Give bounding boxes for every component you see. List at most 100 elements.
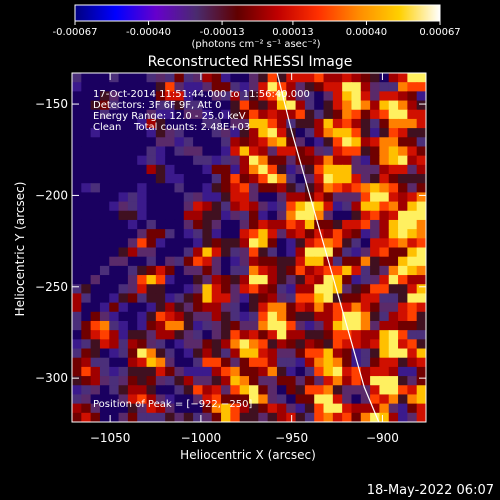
heatmap-cell <box>183 330 194 340</box>
heatmap-cell <box>379 256 390 267</box>
heatmap-cell <box>249 118 259 129</box>
heatmap-cell <box>286 128 297 138</box>
heatmap-cell <box>202 146 213 157</box>
heatmap-cell <box>276 284 287 295</box>
heatmap-cell <box>127 201 138 212</box>
heatmap-cell <box>99 164 110 175</box>
heatmap-cell <box>379 330 390 340</box>
heatmap-cell <box>230 412 241 422</box>
heatmap-cell <box>388 357 399 368</box>
heatmap-cell <box>249 330 259 340</box>
heatmap-cell <box>221 128 231 138</box>
heatmap-cell <box>332 183 343 193</box>
heatmap-cell <box>202 201 213 212</box>
heatmap-cell <box>360 275 371 285</box>
heatmap-cell <box>211 82 222 92</box>
heatmap-cell <box>314 174 325 184</box>
heatmap-cell <box>202 284 213 295</box>
heatmap-cell <box>72 330 82 340</box>
heatmap-cell <box>351 174 362 184</box>
heatmap-cell <box>416 183 426 193</box>
heatmap-cell <box>118 174 129 184</box>
heatmap-cell <box>137 192 148 203</box>
heatmap-cell <box>137 100 148 111</box>
heatmap-cell <box>81 293 92 304</box>
heatmap-cell <box>221 229 231 239</box>
heatmap-cell <box>99 320 110 331</box>
heatmap-cell <box>360 201 371 212</box>
heatmap-cell <box>388 256 399 267</box>
heatmap-cell <box>230 229 241 239</box>
heatmap-cell <box>388 302 399 313</box>
heatmap-cell <box>370 128 381 138</box>
heatmap-cell <box>211 385 222 396</box>
heatmap-cell <box>332 403 343 414</box>
heatmap-cell <box>202 394 213 405</box>
heatmap-cell <box>99 109 110 120</box>
heatmap-cell <box>211 192 222 203</box>
heatmap-cell <box>370 109 381 120</box>
heatmap-cell <box>342 348 353 359</box>
heatmap-cell <box>388 320 399 331</box>
heatmap-cell <box>230 302 241 313</box>
heatmap-cell <box>360 192 371 203</box>
heatmap-cell <box>295 118 306 129</box>
heatmap-cell <box>211 403 222 414</box>
heatmap-cell <box>165 256 176 267</box>
heatmap-cell <box>230 265 241 276</box>
heatmap-cell <box>174 100 185 111</box>
heatmap-cell <box>249 265 259 276</box>
heatmap-cell <box>295 256 306 267</box>
heatmap-cell <box>239 284 250 295</box>
heatmap-cell <box>137 229 148 239</box>
heatmap-cell <box>304 385 315 396</box>
heatmap-cell <box>90 128 101 138</box>
heatmap-cell <box>304 238 315 249</box>
heatmap-cell <box>360 229 371 239</box>
heatmap-cell <box>165 229 176 239</box>
heatmap-cell <box>211 376 222 386</box>
heatmap-cell <box>127 137 138 148</box>
heatmap-cell <box>137 348 148 359</box>
heatmap-cell <box>332 118 343 129</box>
heatmap-cell <box>398 348 408 359</box>
heatmap-cell <box>230 256 241 267</box>
colorbar-tick-label: 0.00013 <box>272 27 313 38</box>
heatmap-cell <box>258 229 269 239</box>
heatmap-cell <box>230 100 241 111</box>
heatmap-cell <box>398 366 408 377</box>
heatmap-cell <box>118 293 129 304</box>
heatmap-cell <box>351 91 362 102</box>
heatmap-cell <box>118 385 129 396</box>
heatmap-cell <box>174 311 185 322</box>
heatmap-cell <box>193 192 204 203</box>
heatmap-cell <box>174 330 185 340</box>
heatmap-cell <box>407 357 418 368</box>
heatmap-cell <box>239 247 250 258</box>
heatmap-cell <box>72 137 82 148</box>
heatmap-cell <box>72 247 82 258</box>
heatmap-cell <box>81 348 92 359</box>
heatmap-cell <box>388 284 399 295</box>
heatmap-cell <box>99 284 110 295</box>
heatmap-cell <box>416 275 426 285</box>
heatmap-cell <box>174 366 185 377</box>
heatmap-cell <box>211 137 222 148</box>
plot-frame <box>71 72 427 423</box>
heatmap-cell <box>118 128 129 138</box>
heatmap-cell <box>137 293 148 304</box>
heatmap-cell <box>109 155 120 166</box>
heatmap-cell <box>72 302 82 313</box>
heatmap-cell <box>99 394 110 405</box>
heatmap-cell <box>109 109 120 120</box>
heatmap-cell <box>165 348 176 359</box>
heatmap-cell <box>221 265 231 276</box>
heatmap-cell <box>267 146 278 157</box>
heatmap-cell <box>109 311 120 322</box>
x-tick-label: −1050 <box>90 431 131 445</box>
heatmap-cell <box>304 311 315 322</box>
heatmap-cell <box>165 403 176 414</box>
heatmap-cell <box>90 192 101 203</box>
heatmap-cell <box>295 91 306 102</box>
heatmap-cell <box>388 366 399 377</box>
